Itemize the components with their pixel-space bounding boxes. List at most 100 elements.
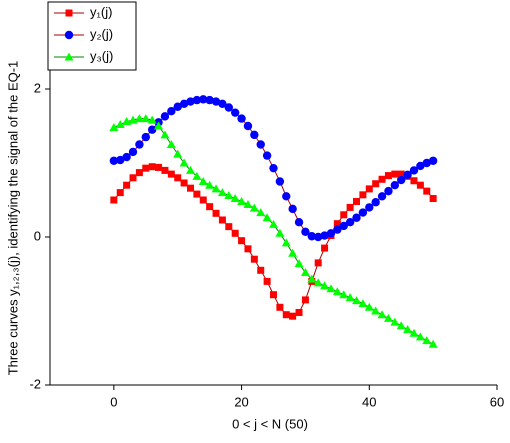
marker <box>109 122 119 131</box>
marker <box>231 229 239 237</box>
marker <box>358 299 368 308</box>
marker <box>141 132 150 142</box>
marker <box>307 232 317 241</box>
marker <box>173 102 182 111</box>
marker <box>396 321 406 330</box>
marker <box>371 306 381 315</box>
marker <box>141 114 151 123</box>
marker <box>160 130 170 139</box>
marker <box>147 125 157 134</box>
marker <box>269 163 278 173</box>
marker <box>397 170 405 178</box>
marker <box>409 166 419 175</box>
marker <box>129 174 137 182</box>
marker <box>238 237 246 245</box>
marker <box>192 95 202 105</box>
marker <box>339 221 348 231</box>
marker <box>135 169 143 177</box>
marker <box>109 156 119 165</box>
marker <box>218 99 227 109</box>
marker <box>409 328 419 337</box>
marker <box>352 296 362 305</box>
marker <box>250 255 258 263</box>
marker <box>179 158 189 167</box>
marker <box>333 225 342 234</box>
marker <box>326 284 336 293</box>
marker <box>167 107 176 116</box>
marker <box>257 266 265 274</box>
marker <box>237 114 246 123</box>
marker <box>173 149 183 158</box>
marker <box>365 203 374 212</box>
marker <box>313 278 323 287</box>
marker <box>320 231 329 240</box>
marker <box>345 218 355 227</box>
marker <box>339 290 349 299</box>
marker <box>180 179 188 187</box>
marker <box>224 191 234 200</box>
marker <box>269 219 278 228</box>
marker <box>135 140 144 149</box>
marker <box>275 177 285 186</box>
marker <box>422 336 432 345</box>
marker <box>416 181 424 189</box>
legend-label: y₁(j) <box>90 4 112 19</box>
marker <box>218 216 226 224</box>
marker <box>383 313 393 322</box>
marker <box>371 198 380 207</box>
marker <box>345 293 355 302</box>
legend-label: y₃(j) <box>90 48 113 63</box>
marker <box>377 310 387 319</box>
marker <box>346 203 354 211</box>
marker <box>198 177 208 185</box>
marker <box>428 339 438 348</box>
marker <box>314 232 323 242</box>
marker <box>243 199 253 208</box>
marker <box>249 203 259 212</box>
marker <box>186 97 195 106</box>
marker <box>161 166 169 174</box>
marker <box>352 213 361 222</box>
marker <box>116 189 124 197</box>
marker <box>340 211 348 219</box>
x-tick-label: 40 <box>362 394 376 409</box>
series-line <box>113 118 434 345</box>
marker <box>307 274 317 283</box>
marker <box>65 9 73 17</box>
marker <box>282 311 290 319</box>
marker <box>294 259 304 268</box>
marker <box>186 184 194 192</box>
marker <box>262 213 272 222</box>
legend-label: y₂(j) <box>90 26 113 41</box>
marker <box>224 103 233 112</box>
marker <box>288 248 298 257</box>
marker <box>123 181 131 189</box>
marker <box>364 302 374 311</box>
marker <box>353 197 361 205</box>
marker <box>167 170 175 178</box>
x-axis-label: 0 < j < N (50) <box>232 416 308 431</box>
marker <box>358 208 368 217</box>
y-axis-label: Three curves y₁,₂,₃(j), identifying the … <box>5 61 20 376</box>
marker <box>148 163 156 171</box>
marker <box>377 192 387 201</box>
marker <box>185 165 195 174</box>
marker <box>192 171 202 180</box>
marker <box>128 147 138 157</box>
marker <box>384 186 393 196</box>
marker <box>390 181 400 190</box>
marker <box>243 121 253 131</box>
marker <box>154 121 164 130</box>
marker <box>403 170 412 180</box>
x-tick-label: 60 <box>490 394 504 409</box>
marker <box>211 184 221 193</box>
marker <box>155 163 163 171</box>
marker <box>230 194 240 203</box>
marker <box>134 114 144 123</box>
marker <box>372 180 380 188</box>
marker <box>199 196 207 204</box>
marker <box>289 312 297 320</box>
marker <box>237 196 247 205</box>
marker <box>115 120 125 129</box>
